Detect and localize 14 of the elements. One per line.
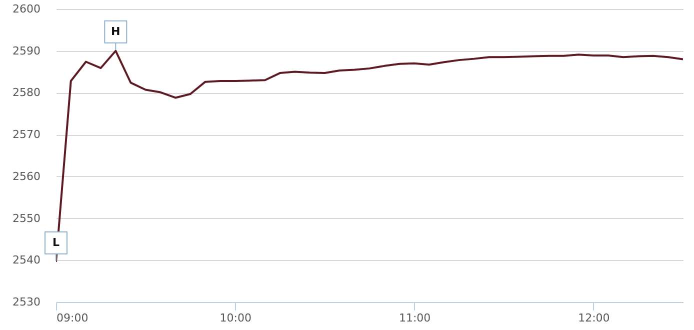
y-tick-label: 2560 [12,170,40,183]
y-tick-label: 2570 [12,128,40,142]
x-tick-label: 12:00 [578,312,610,324]
x-tick-label: 10:00 [220,312,252,324]
x-tick-label: 09:00 [56,312,88,324]
y-tick-label: 2540 [12,254,40,267]
y-tick-label: 2590 [12,44,40,58]
x-tick-label: 11:00 [398,312,431,324]
annotation: L [52,236,60,249]
y-tick-label: 2600 [12,2,40,16]
y-tick-label: 2530 [12,296,40,308]
annotation: H [111,24,120,38]
y-tick-label: 2550 [12,212,40,225]
y-tick-label: 2580 [12,86,40,100]
